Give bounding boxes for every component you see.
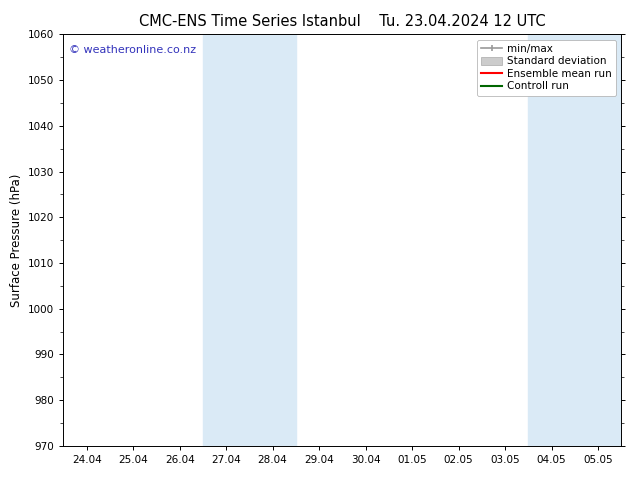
Bar [528, 34, 621, 446]
Text: © weatheronline.co.nz: © weatheronline.co.nz [69, 45, 196, 54]
Legend: min/max, Standard deviation, Ensemble mean run, Controll run: min/max, Standard deviation, Ensemble me… [477, 40, 616, 96]
Y-axis label: Surface Pressure (hPa): Surface Pressure (hPa) [10, 173, 23, 307]
Bar [203, 34, 296, 446]
Title: CMC-ENS Time Series Istanbul    Tu. 23.04.2024 12 UTC: CMC-ENS Time Series Istanbul Tu. 23.04.2… [139, 14, 546, 29]
